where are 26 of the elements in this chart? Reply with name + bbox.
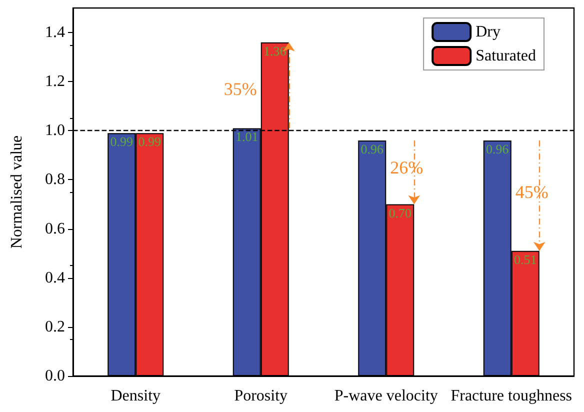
data-label: 0.96	[360, 141, 384, 156]
y-tick-label: 1.2	[45, 73, 65, 90]
legend-label: Dry	[476, 24, 500, 40]
annotation: 26%	[390, 157, 424, 178]
data-label: 0.51	[514, 252, 537, 267]
data-label: 0.99	[110, 134, 133, 150]
data-label: 1.01	[236, 129, 258, 144]
y-axis-title: Normalised value	[8, 135, 26, 249]
data-label: 0.70	[388, 205, 412, 220]
x-tick-label: Fracture toughness	[450, 388, 572, 404]
y-tick-label: 0.6	[45, 220, 65, 238]
legend-label: Saturated	[476, 48, 536, 64]
x-tick-label: P-wave velocity	[334, 388, 438, 404]
y-tick-label: 0.2	[45, 318, 65, 336]
y-tick-label: 1.4	[45, 24, 65, 42]
annotation: 35%	[224, 78, 257, 99]
y-tick-label: 0.0	[45, 368, 65, 384]
x-tick-label: Porosity	[234, 388, 288, 404]
y-tick-label: 0.4	[45, 269, 65, 286]
data-label: 1.36	[264, 43, 287, 58]
x-tick-label: Density	[110, 388, 161, 404]
data-label: 0.96	[486, 141, 510, 156]
data-label: 0.99	[138, 134, 161, 150]
y-tick-label: 1.0	[45, 122, 65, 140]
annotation: 45%	[515, 182, 548, 202]
y-tick-label: 0.8	[45, 171, 65, 188]
